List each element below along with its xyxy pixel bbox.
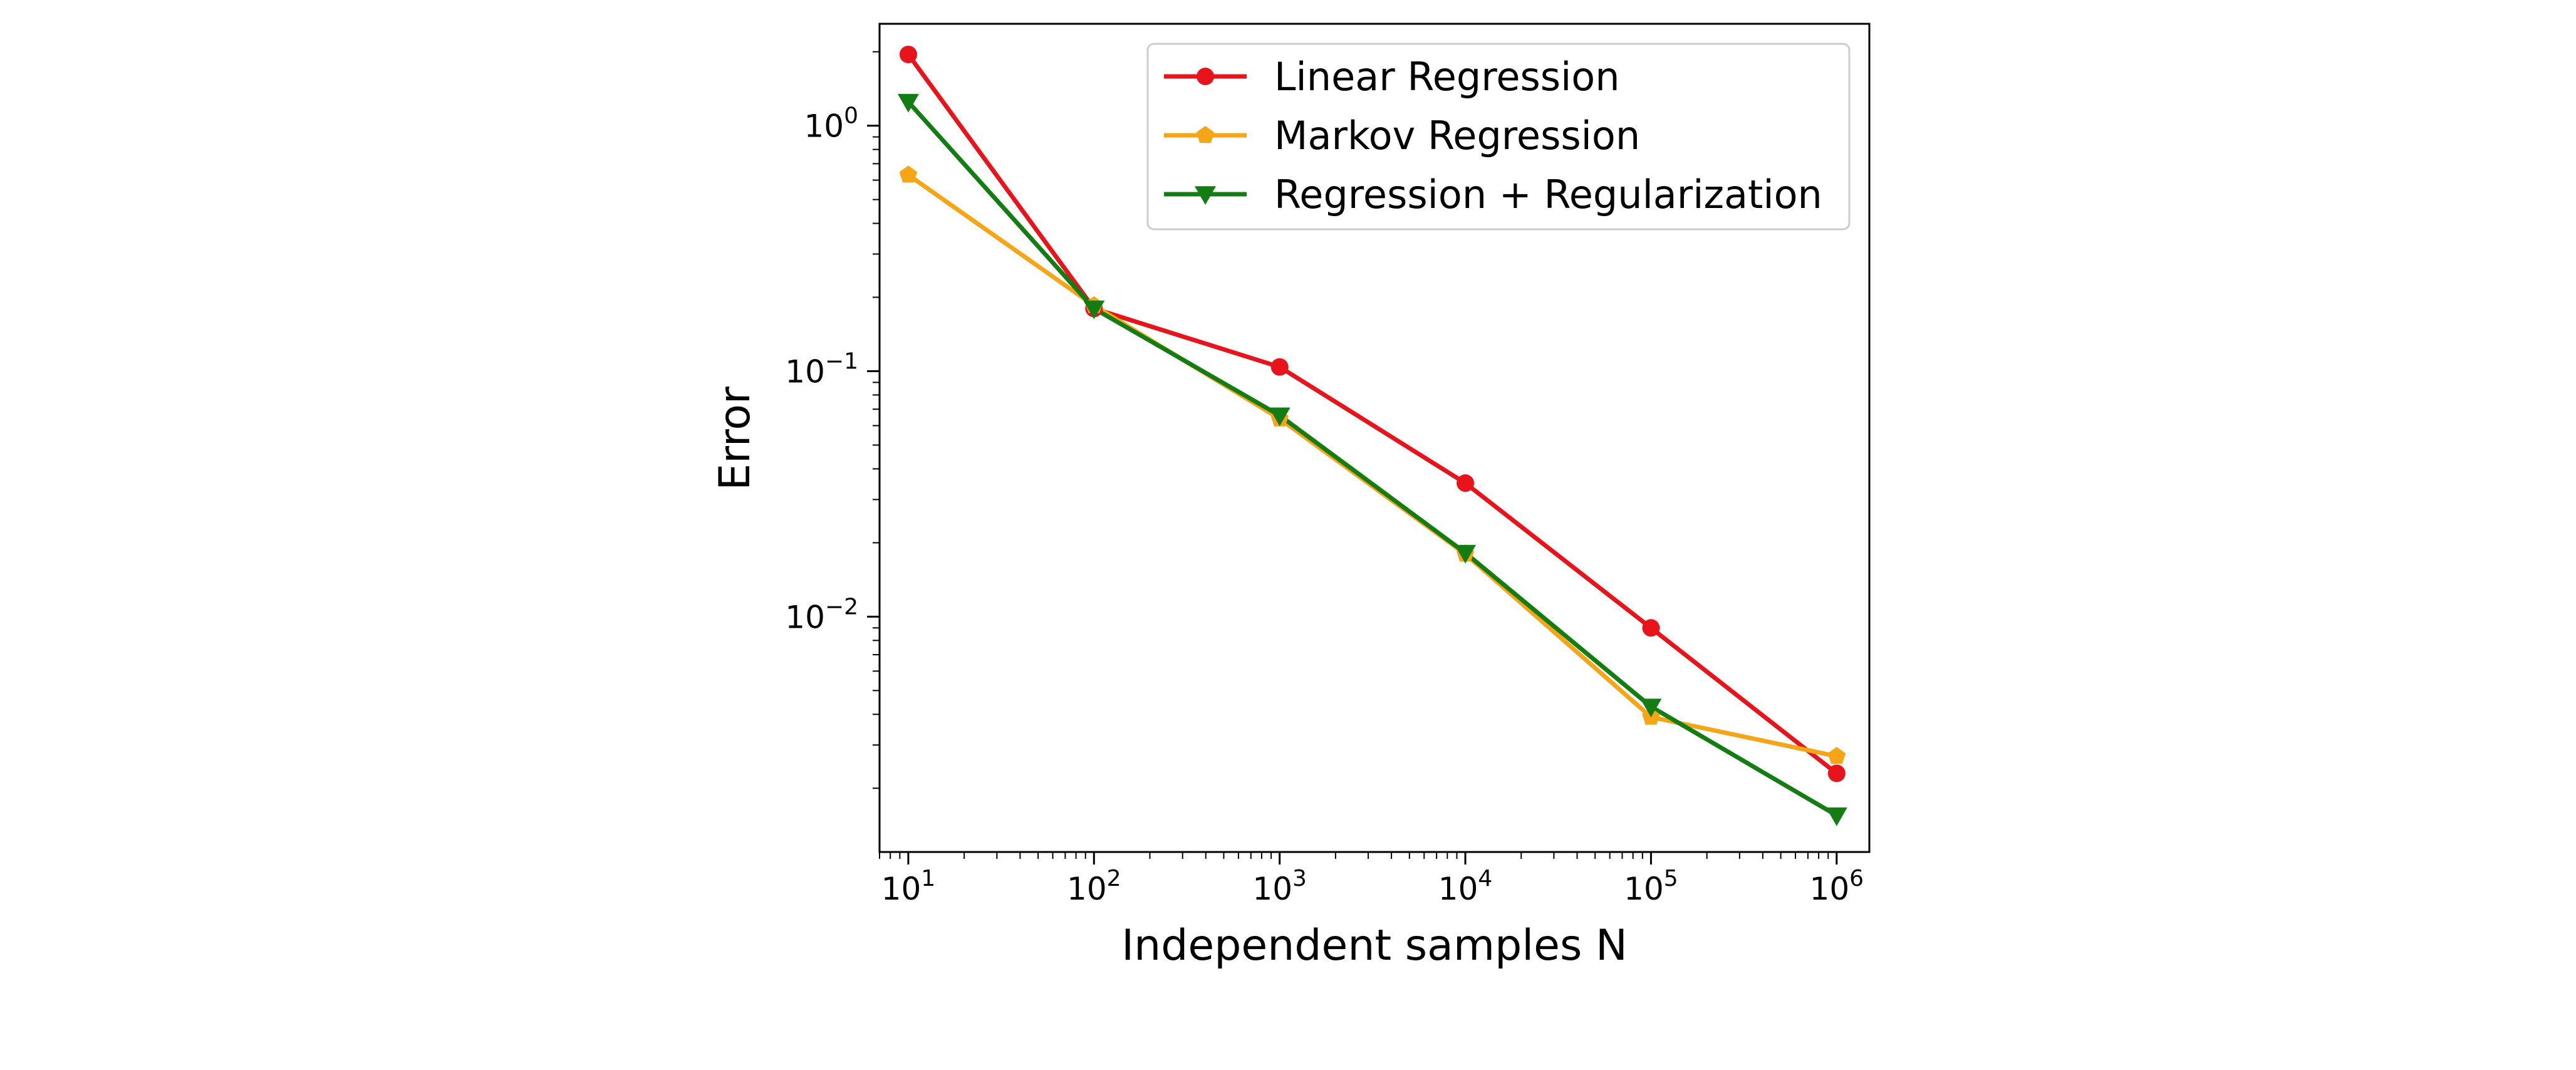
- tick-labels: 101 102 103 104 105 106 100 10−1 10−2: [785, 103, 1864, 907]
- x-tick-label: 106: [1810, 866, 1864, 907]
- y-axis-title: Error: [710, 387, 760, 491]
- data-point: [1826, 807, 1847, 826]
- x-tick-label: 104: [1438, 866, 1493, 907]
- data-point: [1269, 407, 1291, 427]
- x-axis-title: Independent samples N: [1121, 921, 1628, 970]
- legend-label: Regression + Regularization: [1274, 172, 1822, 217]
- data-point: [1827, 764, 1846, 782]
- legend-marker: [1197, 68, 1214, 85]
- legend-marker: [1196, 126, 1215, 143]
- legend: Linear Regression Markov Regression Regres…: [1146, 43, 1851, 231]
- lines-layer: [906, 53, 1838, 818]
- data-point: [1642, 619, 1660, 637]
- series-line: [906, 100, 1838, 818]
- legend-marker: [1195, 186, 1216, 205]
- legend-label: Linear Regression: [1274, 54, 1620, 100]
- x-tick-label: 101: [881, 866, 936, 907]
- x-tick-label: 102: [1067, 866, 1121, 907]
- data-point: [1083, 300, 1105, 319]
- y-tick-label: 100: [804, 103, 858, 145]
- series-line: [906, 53, 1838, 776]
- legend-label: Markov Regression: [1274, 113, 1640, 158]
- data-point: [899, 45, 917, 63]
- y-tick-label: 10−2: [785, 594, 858, 635]
- markers-layer: [897, 45, 1847, 826]
- data-point: [1270, 358, 1289, 376]
- data-point: [1457, 474, 1475, 492]
- data-point: [899, 165, 918, 183]
- x-tick-label: 105: [1624, 866, 1678, 907]
- ticks-layer: [867, 51, 1838, 865]
- data-point: [897, 93, 919, 113]
- y-tick-label: 10−1: [785, 348, 858, 390]
- data-point: [1455, 544, 1477, 564]
- legend-box: [1146, 43, 1851, 231]
- plot-frame: [878, 23, 1871, 853]
- series-line: [906, 173, 1837, 759]
- x-tick-label: 103: [1252, 866, 1307, 907]
- data-point: [1827, 747, 1846, 764]
- data-point: [1640, 699, 1662, 717]
